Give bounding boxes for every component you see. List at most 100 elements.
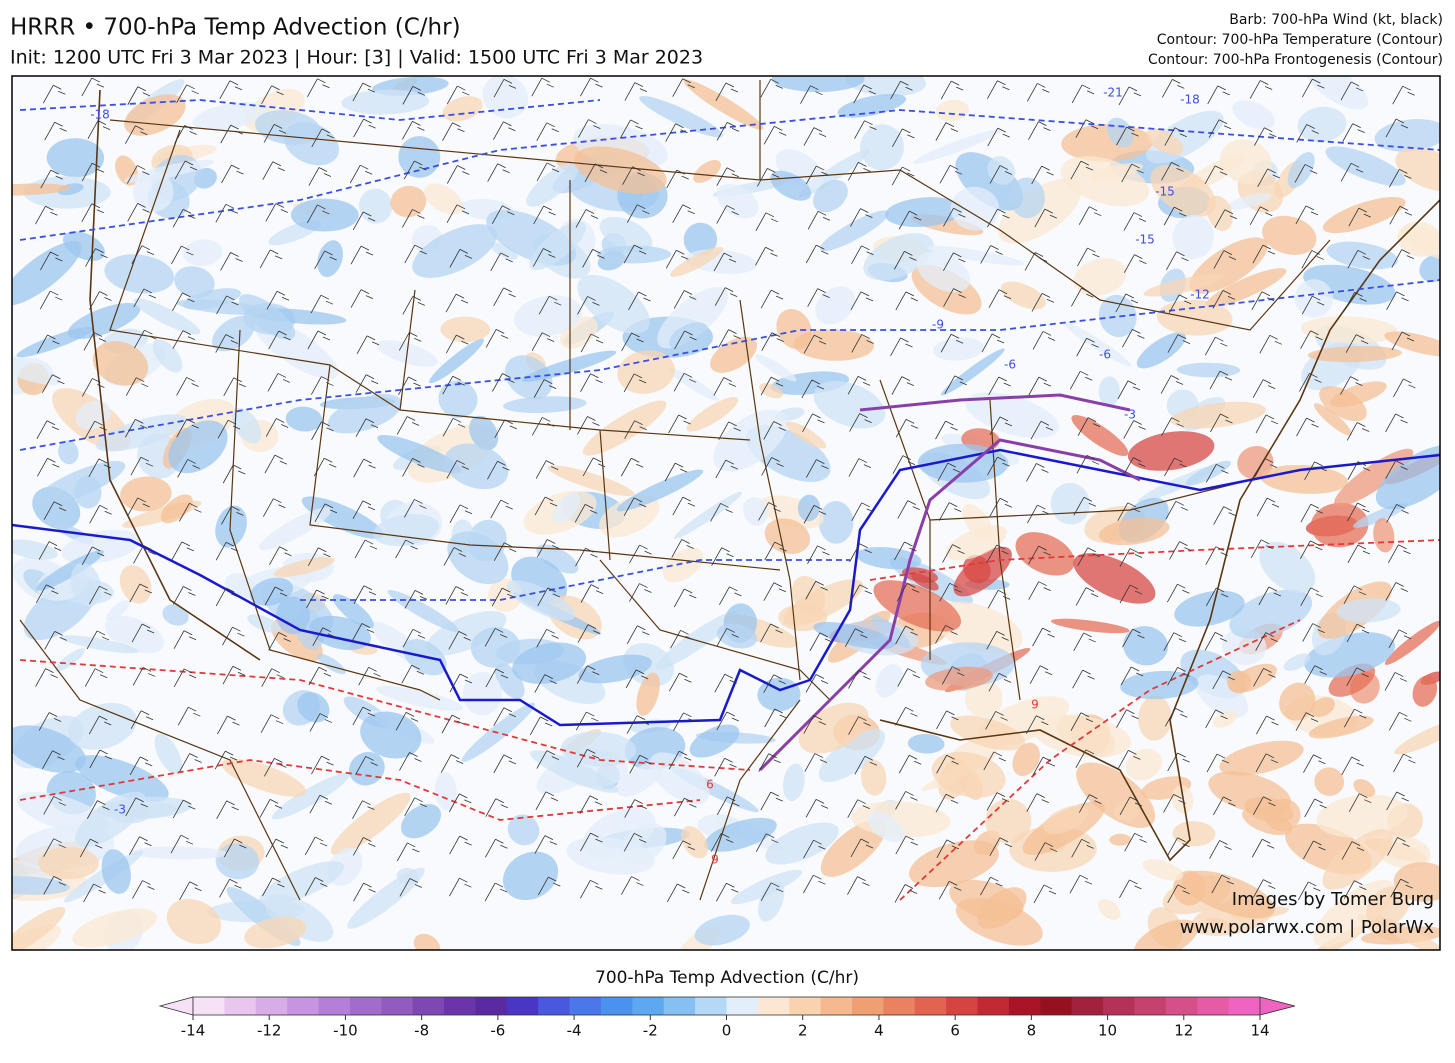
shading <box>1307 345 1402 363</box>
wind-barb <box>261 85 284 104</box>
wind-barb <box>1294 164 1318 183</box>
border <box>759 169 1331 331</box>
wind-barb <box>1299 373 1322 392</box>
wind-barb <box>577 296 600 315</box>
wind-barb <box>713 377 736 396</box>
shading <box>192 101 268 131</box>
wind-barb <box>131 623 155 643</box>
wind-barb <box>802 874 826 894</box>
wind-barb <box>1209 370 1233 390</box>
shading <box>259 861 345 906</box>
wind-barb <box>801 379 825 399</box>
wind-barb <box>1167 334 1191 353</box>
wind-barb <box>313 457 337 477</box>
shading <box>818 501 854 544</box>
wind-barb <box>1078 794 1102 813</box>
wind-barb <box>1069 370 1093 390</box>
wind-barb <box>895 835 919 855</box>
shading <box>935 99 970 122</box>
wind-barb <box>1166 251 1189 270</box>
wind-barb <box>1115 293 1139 313</box>
wind-barb <box>980 876 1003 896</box>
border <box>739 299 801 681</box>
wind-barb <box>173 630 197 649</box>
shading <box>1009 177 1045 219</box>
wind-barb <box>267 373 291 392</box>
wind-barb <box>805 798 829 818</box>
shading <box>1325 146 1406 186</box>
wind-barb <box>170 834 194 854</box>
wind-barb <box>892 128 915 148</box>
wind-barb <box>220 252 243 271</box>
shading <box>75 755 169 803</box>
wind-barb <box>668 750 692 770</box>
wind-barb <box>536 750 559 769</box>
contour-label: -6 <box>1004 358 1016 372</box>
shading <box>35 550 104 591</box>
frontogenesis-contour <box>758 393 1141 772</box>
wind-barb <box>760 791 783 811</box>
shading <box>1374 915 1440 950</box>
shading <box>683 222 718 257</box>
shading <box>912 129 1002 164</box>
wind-barb <box>580 77 603 97</box>
shading <box>130 846 229 860</box>
wind-barb <box>132 880 155 899</box>
shading <box>758 881 785 922</box>
colorbar-segment <box>1165 997 1198 1015</box>
colorbar-segment <box>444 997 476 1015</box>
wind-barb <box>401 664 424 684</box>
wind-barb <box>673 712 696 731</box>
wind-barb <box>989 837 1012 856</box>
wind-barb <box>42 84 66 104</box>
wind-barb <box>988 289 1012 308</box>
wind-barb <box>1073 496 1097 516</box>
wind-barb <box>492 373 515 392</box>
wind-barb <box>1119 796 1143 816</box>
wind-barb <box>43 876 66 895</box>
shading <box>168 420 228 474</box>
wind-barb <box>314 250 337 270</box>
wind-barb <box>217 715 240 735</box>
wind-barb <box>1385 460 1408 479</box>
wind-barb <box>621 876 644 895</box>
wind-barb <box>216 295 239 315</box>
shading <box>514 295 583 337</box>
wind-barb <box>1387 837 1410 856</box>
wind-barb <box>579 795 603 814</box>
wind-barb <box>89 504 112 524</box>
wind-barb <box>402 458 425 477</box>
wind-barb <box>805 580 828 600</box>
colorbar-tick-label: 12 <box>1174 1022 1193 1040</box>
wind-barb <box>129 756 153 776</box>
shading <box>1098 517 1170 546</box>
wind-barb <box>490 252 513 272</box>
wind-barb <box>805 165 829 185</box>
shading <box>908 840 999 888</box>
wind-barb <box>891 166 915 186</box>
shading <box>462 671 502 716</box>
wind-barb <box>1253 796 1276 815</box>
wind-barb <box>268 632 291 651</box>
colorbar-tick-label: 6 <box>950 1022 960 1040</box>
wind-barb <box>308 167 332 186</box>
wind-barb <box>531 417 555 436</box>
shading <box>1142 859 1184 881</box>
wind-barb <box>1301 250 1324 269</box>
colorbar-segment <box>726 997 759 1015</box>
contour-label: -18 <box>90 108 110 122</box>
shading <box>63 231 105 261</box>
shading <box>72 908 158 948</box>
shading <box>599 216 653 253</box>
wind-barb <box>582 457 606 477</box>
shading <box>582 400 667 456</box>
wind-barb <box>264 757 287 777</box>
wind-barb <box>215 587 239 607</box>
border <box>399 180 611 561</box>
wind-barb <box>1388 711 1412 731</box>
wind-barb <box>307 330 331 350</box>
shading <box>911 573 939 591</box>
wind-barb <box>493 707 516 726</box>
wind-barb <box>35 584 59 603</box>
wind-barb <box>402 86 426 105</box>
